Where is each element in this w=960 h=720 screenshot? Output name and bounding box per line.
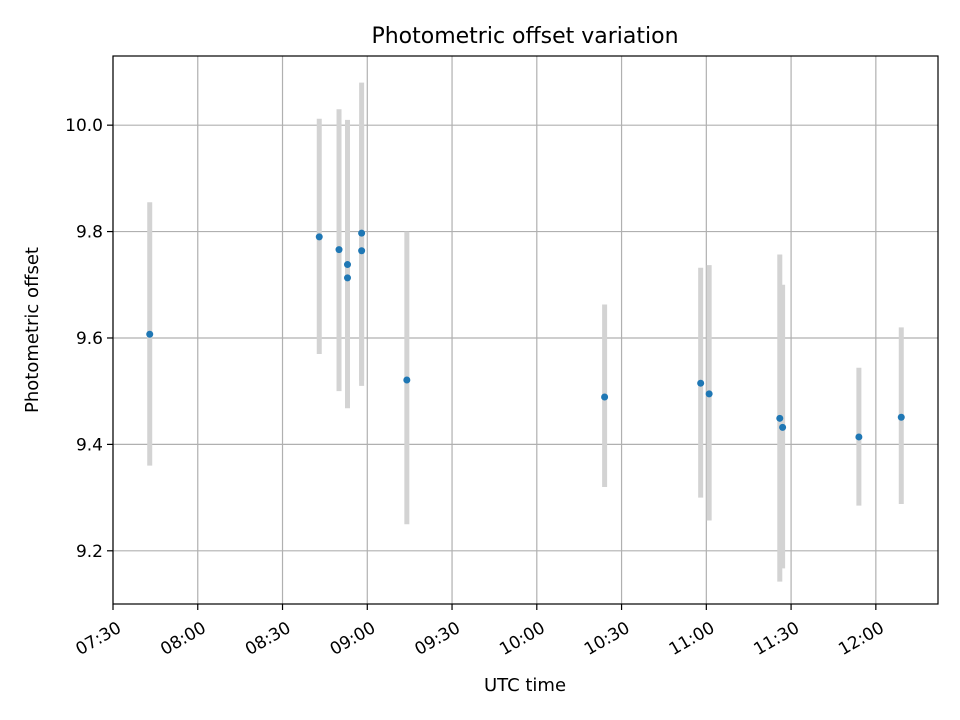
x-tick-label: 12:00 <box>835 618 887 660</box>
data-point <box>705 390 713 398</box>
grid <box>112 56 938 604</box>
y-axis-ticks: 9.2 9.4 9.6 9.8 10.0 <box>65 116 113 562</box>
data-point <box>697 379 705 387</box>
x-tick-label: 08:00 <box>157 618 209 660</box>
x-axis-ticks: 07:30 08:00 08:30 09:00 09:30 10:00 10:30 11:00… <box>72 604 888 660</box>
chart-title: Photometric offset variation <box>371 24 678 49</box>
data-point <box>601 393 609 401</box>
x-tick-label: 10:30 <box>581 618 633 660</box>
x-tick-label: 08:30 <box>242 618 294 660</box>
data-point <box>146 330 154 338</box>
data-point <box>897 413 905 421</box>
y-tick-label: 10.0 <box>65 116 103 136</box>
data-point <box>779 423 787 431</box>
y-tick-label: 9.2 <box>76 542 103 562</box>
x-tick-label: 09:00 <box>327 618 379 660</box>
x-tick-label: 07:30 <box>72 618 124 660</box>
x-tick-label: 11:00 <box>666 618 718 660</box>
data-point <box>344 274 352 282</box>
data-points <box>146 229 905 441</box>
y-tick-label: 9.6 <box>76 329 103 349</box>
data-point <box>403 376 411 384</box>
data-point <box>335 246 343 254</box>
x-tick-label: 10:00 <box>496 618 548 660</box>
data-point <box>358 229 366 237</box>
error-bars <box>147 82 904 582</box>
y-axis-label: Photometric offset <box>22 247 43 413</box>
y-tick-label: 9.8 <box>76 223 103 243</box>
x-tick-label: 09:30 <box>411 618 463 660</box>
data-point <box>344 261 352 269</box>
x-tick-label: 11:30 <box>751 618 803 660</box>
data-point <box>855 433 863 441</box>
plot-frame <box>112 55 939 605</box>
data-point <box>315 233 323 241</box>
data-point <box>358 247 366 255</box>
y-tick-label: 9.4 <box>76 435 103 455</box>
data-point <box>776 414 784 422</box>
x-axis-label: UTC time <box>484 675 566 696</box>
